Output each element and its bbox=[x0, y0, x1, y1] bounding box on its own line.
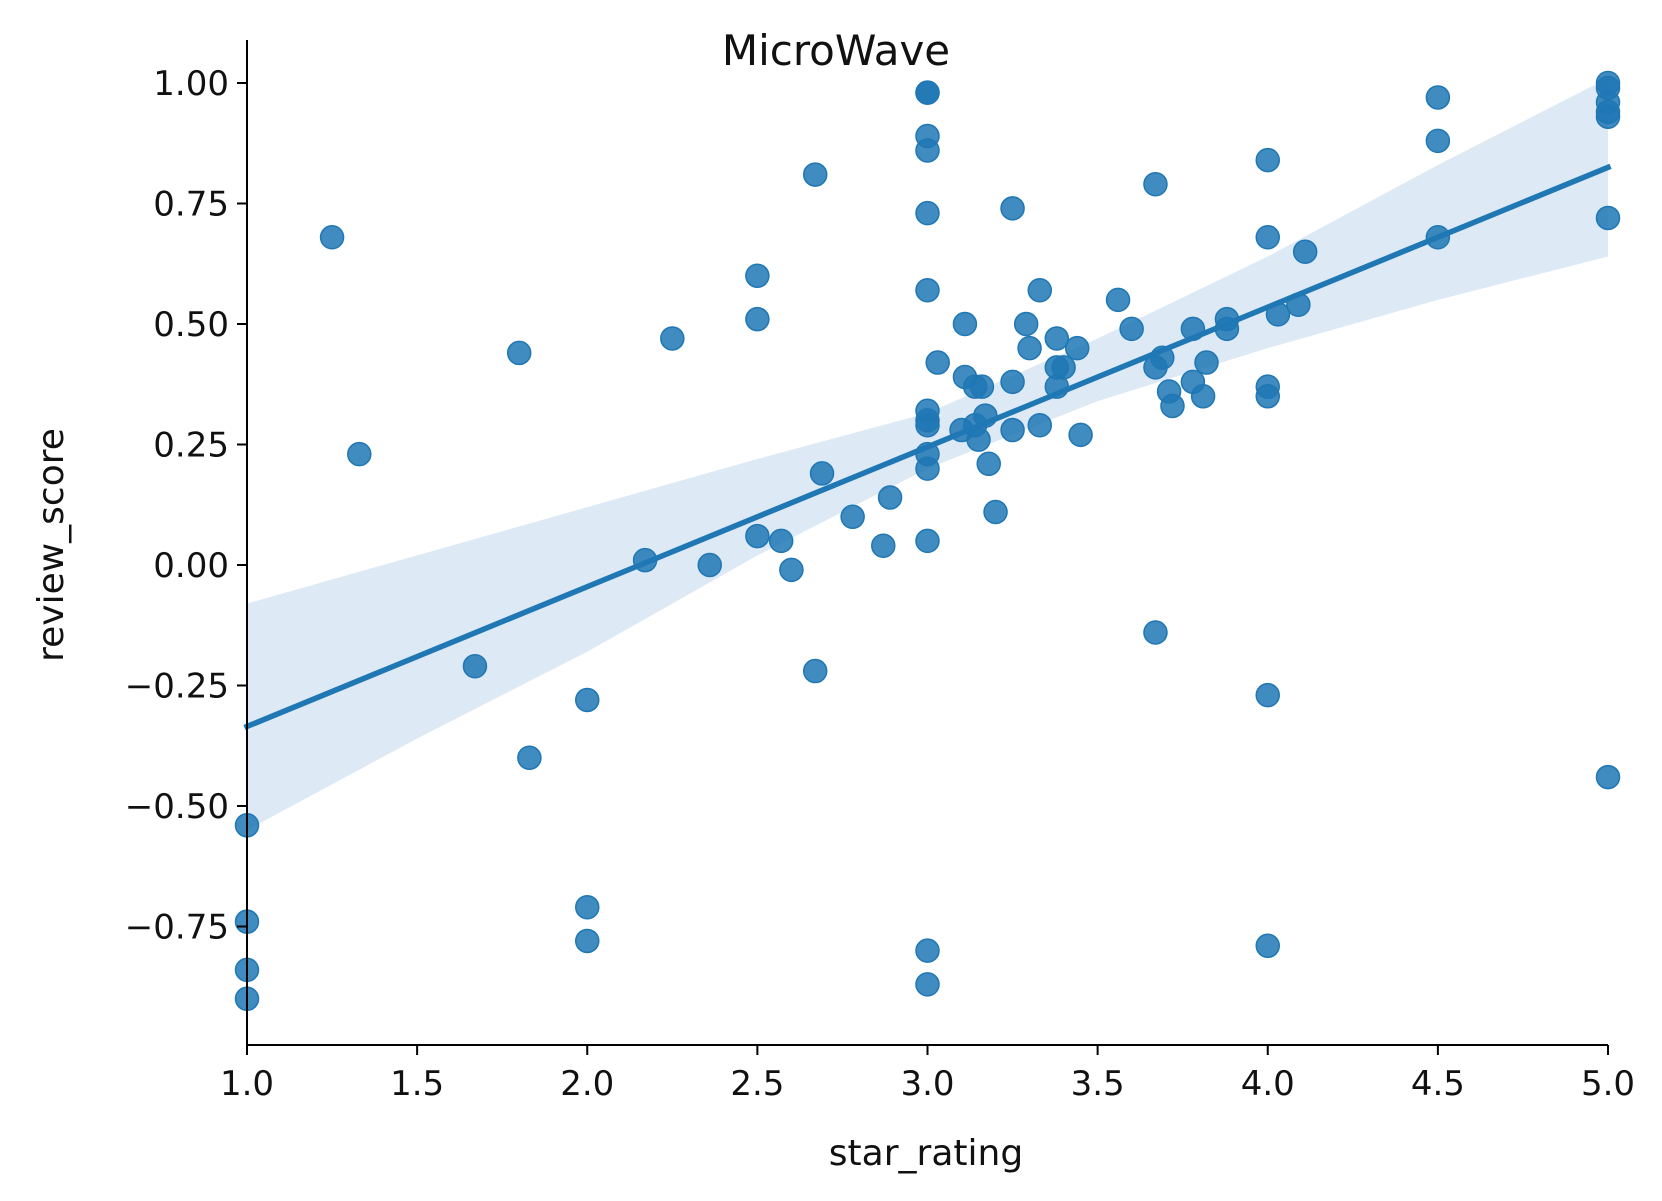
x-tick-label: 5.0 bbox=[1581, 1064, 1635, 1104]
data-point bbox=[1013, 311, 1039, 337]
axes-layer: 1.0 1.5 2.0 2.5 3.0 3.5 4.0 4.5 5.0 1.00 0.75 0.50 0… bbox=[125, 40, 1635, 1104]
data-point bbox=[925, 350, 950, 375]
y-tick-label: 1.00 bbox=[153, 64, 229, 104]
y-tick-label: −0.50 bbox=[125, 787, 229, 827]
data-point bbox=[660, 326, 685, 351]
data-point bbox=[802, 658, 828, 684]
x-tick-label: 3.5 bbox=[1071, 1064, 1125, 1104]
data-point bbox=[1160, 393, 1185, 419]
data-point bbox=[1425, 128, 1451, 154]
data-point bbox=[1194, 350, 1219, 375]
data-point bbox=[575, 894, 600, 920]
data-point bbox=[1000, 417, 1025, 443]
x-tick-label: 2.0 bbox=[560, 1064, 614, 1104]
data-point bbox=[915, 938, 940, 963]
data-point bbox=[768, 528, 794, 554]
data-point bbox=[1595, 764, 1621, 790]
data-point bbox=[745, 523, 770, 549]
y-tick-label: 0.75 bbox=[153, 185, 229, 225]
data-point bbox=[517, 745, 542, 771]
data-point bbox=[840, 504, 865, 530]
y-tick-label: 0.50 bbox=[153, 305, 229, 345]
data-point bbox=[1027, 412, 1053, 438]
data-point bbox=[915, 138, 940, 163]
data-point bbox=[1051, 355, 1076, 380]
data-point bbox=[779, 557, 804, 583]
regression-line-layer bbox=[243, 163, 1612, 731]
data-point bbox=[915, 972, 940, 997]
data-point bbox=[1595, 205, 1621, 231]
data-point bbox=[575, 687, 600, 713]
y-tick-label: −0.75 bbox=[125, 908, 229, 948]
data-point bbox=[1027, 278, 1053, 303]
data-point bbox=[915, 456, 940, 481]
y-tick-label: −0.25 bbox=[125, 667, 229, 707]
data-point bbox=[1255, 384, 1280, 409]
data-point bbox=[1255, 933, 1280, 959]
data-point bbox=[877, 485, 903, 510]
data-point bbox=[976, 451, 1001, 477]
x-tick-label: 2.5 bbox=[730, 1064, 784, 1104]
data-point bbox=[1190, 384, 1216, 409]
data-point bbox=[745, 263, 770, 289]
data-point bbox=[1292, 239, 1318, 264]
y-axis-label: review_score bbox=[31, 428, 72, 662]
data-point bbox=[1017, 335, 1042, 361]
data-point bbox=[1255, 147, 1280, 173]
regression-line bbox=[243, 163, 1612, 731]
y-tick-label: 0.00 bbox=[153, 546, 229, 586]
x-tick-label: 4.0 bbox=[1241, 1064, 1295, 1104]
data-point bbox=[697, 552, 722, 578]
data-point bbox=[1255, 682, 1280, 708]
x-tick-label: 1.5 bbox=[390, 1064, 444, 1104]
data-point bbox=[1255, 224, 1280, 250]
data-point bbox=[1425, 85, 1451, 110]
data-point bbox=[915, 80, 940, 105]
data-point bbox=[983, 499, 1008, 525]
data-point bbox=[915, 200, 940, 226]
chart-title: MicroWave bbox=[722, 26, 950, 75]
data-point bbox=[319, 224, 345, 250]
data-point bbox=[1119, 316, 1144, 342]
data-point bbox=[952, 311, 978, 337]
data-point bbox=[871, 533, 896, 558]
x-axis-label: star_rating bbox=[829, 1133, 1023, 1174]
y-tick-label: 0.25 bbox=[153, 426, 229, 466]
x-tick-label: 4.5 bbox=[1411, 1064, 1465, 1104]
data-point bbox=[1595, 104, 1621, 129]
data-point bbox=[1044, 326, 1070, 351]
data-points-layer bbox=[234, 70, 1621, 1012]
data-point bbox=[462, 653, 488, 679]
data-point bbox=[347, 441, 372, 467]
data-point bbox=[1143, 171, 1168, 197]
data-point bbox=[575, 928, 600, 954]
data-point bbox=[1105, 287, 1131, 313]
data-point bbox=[1068, 422, 1093, 448]
data-point bbox=[809, 461, 835, 486]
data-point bbox=[506, 340, 532, 366]
data-point bbox=[915, 278, 940, 303]
data-point bbox=[802, 162, 828, 187]
data-point bbox=[915, 412, 940, 438]
data-point bbox=[1064, 335, 1090, 361]
data-point bbox=[969, 374, 995, 399]
data-point bbox=[1143, 620, 1168, 645]
x-tick-label: 3.0 bbox=[900, 1064, 954, 1104]
data-point bbox=[1000, 196, 1025, 221]
x-tick-label: 1.0 bbox=[220, 1064, 274, 1104]
data-point bbox=[745, 306, 770, 332]
data-point bbox=[915, 528, 940, 554]
data-point bbox=[1000, 369, 1025, 395]
